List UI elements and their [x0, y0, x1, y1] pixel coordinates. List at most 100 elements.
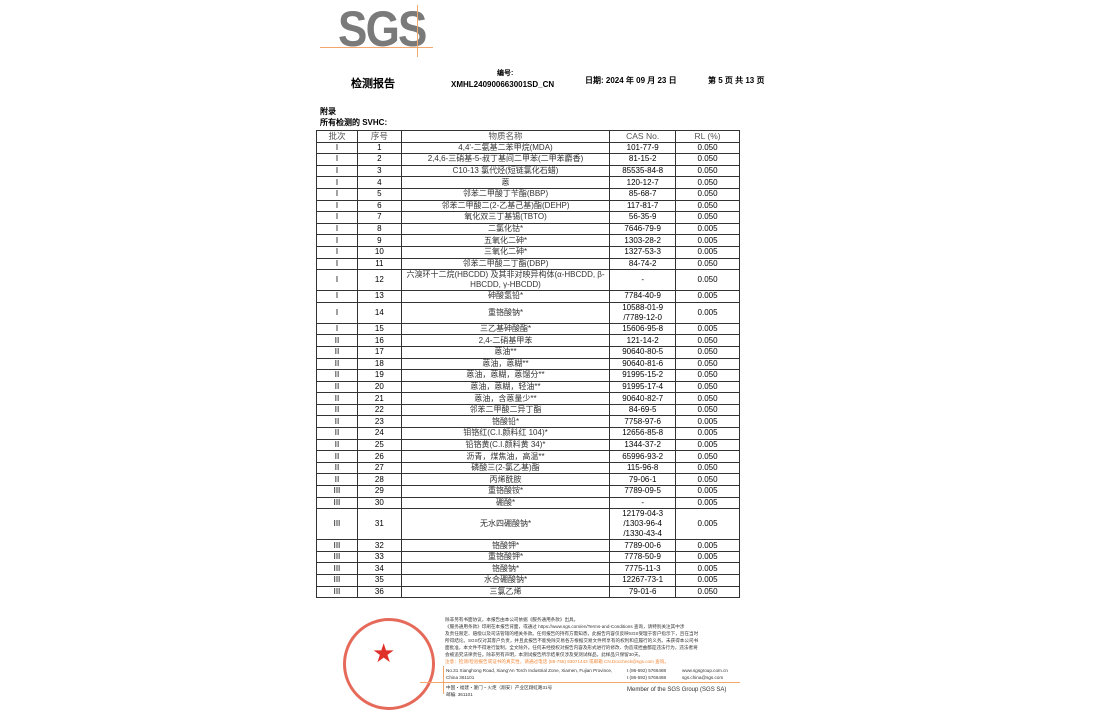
cell-rl: 0.005	[675, 322, 740, 336]
cell-cas: 1344-37-2	[609, 438, 677, 452]
cell-substance: 丙烯酰胺	[400, 473, 611, 487]
cell-substance: 铅铬黄(C.I.颜料黄 34)*	[400, 438, 611, 452]
cell-rl: 0.005	[675, 496, 740, 510]
table-row: III 35 水合硼酸钠* 12267-73-1 0.005	[316, 574, 740, 587]
cell-batch: I	[316, 211, 358, 224]
table-row: II 21 蒽油，含蒽量少** 90640-82-7 0.050	[316, 392, 740, 405]
table-row: I 2 2,4,6-三硝基-5-叔丁基间二甲苯(二甲苯麝香) 81-15-2 0.050	[316, 153, 740, 166]
cell-index: 5	[356, 187, 402, 201]
cell-rl: 0.050	[675, 403, 740, 417]
appendix-label: 附录	[320, 107, 336, 116]
table-row: III 36 三氯乙烯 79-01-6 0.050	[316, 585, 740, 599]
cell-index: 18	[356, 357, 402, 371]
cell-batch: I	[316, 290, 358, 303]
cell-index: 16	[356, 334, 402, 347]
cell-batch: I	[316, 322, 358, 336]
cell-batch: II	[316, 473, 358, 487]
cell-batch: I	[316, 234, 358, 247]
cell-cas: 7778-50-9	[609, 550, 677, 564]
cell-cas: -	[609, 269, 677, 292]
cell-substance: 铬酸钾*	[400, 539, 611, 552]
cell-batch: II	[316, 334, 358, 347]
cell-cas: 12656-85-8	[609, 427, 677, 440]
table-row: I 11 邻苯二甲酸二丁酯(DBP) 84-74-2 0.050	[316, 257, 740, 271]
footer-website[interactable]: www.sgsgroup.com.cn	[682, 668, 728, 673]
cell-rl: 0.050	[675, 211, 740, 224]
cell-cas: 81-15-2	[609, 153, 677, 166]
cell-index: 30	[356, 496, 402, 510]
cell-batch: III	[316, 562, 358, 575]
cell-substance: 重铬酸铵*	[400, 485, 611, 498]
table-row: II 16 2,4-二硝基甲苯 121-14-2 0.050	[316, 334, 740, 347]
table-row: III 30 硼酸* -0.005	[316, 496, 740, 510]
cell-cas: 84-74-2	[609, 257, 677, 271]
cell-index: 7	[356, 211, 402, 224]
cell-rl: 0.050	[675, 380, 740, 394]
cell-cas: 12267-73-1	[609, 574, 677, 587]
footer-warning: 注意：检测/检验报告或证书的真实性，请通过电话 (86-755) 8307144…	[445, 659, 669, 664]
table-row: III 32 铬酸钾* 7789-00-6 0.005	[316, 539, 740, 552]
cell-rl: 0.005	[675, 438, 740, 452]
cell-substance: 蒽油，蒽糊，蒽馏分**	[400, 369, 611, 382]
footer-email[interactable]: sgs.china@sgs.com	[682, 675, 724, 680]
cell-rl: 0.050	[675, 450, 740, 463]
footer-rule-horizontal	[420, 682, 740, 683]
cell-rl: 0.005	[675, 485, 740, 498]
cell-index: 25	[356, 438, 402, 452]
cell-index: 13	[356, 290, 402, 303]
report-date: 日期: 2024 年 09 月 23 日	[585, 76, 677, 85]
cell-cas: 7784-40-9	[609, 290, 677, 303]
cell-substance: 二氯化钴*	[400, 222, 611, 236]
logo-rule-vertical	[417, 5, 418, 57]
cell-cas: 1303-28-2	[609, 234, 677, 247]
cell-substance: 磷酸三(2-氯乙基)酯	[400, 461, 611, 475]
cell-index: 4	[356, 176, 402, 189]
cell-cas: 7775-11-3	[609, 562, 677, 575]
cell-index: 20	[356, 380, 402, 394]
col-substance: 物质名称	[400, 130, 611, 143]
cell-index: 34	[356, 562, 402, 575]
table-row: II 27 磷酸三(2-氯乙基)酯 115-96-8 0.050	[316, 461, 740, 475]
cell-batch: I	[316, 222, 358, 236]
cell-batch: I	[316, 269, 358, 292]
cell-batch: I	[316, 141, 358, 155]
cell-substance: 砷酸氢铅*	[400, 290, 611, 303]
cell-substance: 三乙基砷酸酯*	[400, 322, 611, 336]
cell-batch: II	[316, 369, 358, 382]
footer-phone-1: t (86-592) 5766488	[627, 668, 667, 673]
cell-substance: 无水四硼酸钠*	[400, 508, 611, 541]
cell-rl: 0.005	[675, 550, 740, 564]
cell-rl: 0.005	[675, 539, 740, 552]
cell-substance: 蒽油，蒽糊，轻油**	[400, 380, 611, 394]
cell-cas: 79-01-6	[609, 585, 677, 599]
table-row: II 22 邻苯二甲酸二异丁酯 84-69-5 0.050	[316, 403, 740, 417]
cell-rl: 0.050	[675, 334, 740, 347]
cell-substance: 氧化双三丁基锡(TBTO)	[400, 211, 611, 224]
cell-substance: 六溴环十二烷(HBCDD) 及其非对映异构体(α-HBCDD, β-HBCDD,…	[400, 269, 611, 292]
report-number-label: 编号:	[497, 70, 514, 77]
cell-rl: 0.050	[675, 164, 740, 178]
cell-index: 19	[356, 369, 402, 382]
cell-rl: 0.050	[675, 473, 740, 487]
cell-batch: II	[316, 357, 358, 371]
cell-index: 6	[356, 199, 402, 213]
cell-index: 32	[356, 539, 402, 552]
cell-batch: II	[316, 380, 358, 394]
cell-rl: 0.050	[675, 357, 740, 371]
cell-index: 23	[356, 415, 402, 429]
cell-batch: II	[316, 438, 358, 452]
cell-substance: 五氧化二砷*	[400, 234, 611, 247]
cell-index: 27	[356, 461, 402, 475]
cell-cas: 7758-97-6	[609, 415, 677, 429]
cell-batch: I	[316, 187, 358, 201]
cell-index: 14	[356, 301, 402, 324]
cell-batch: I	[316, 176, 358, 189]
cell-cas: 101-77-9	[609, 141, 677, 155]
footer-terms: 除非另有书面协议，本报告由本公司依据《服务通用条款》出具。 《服务通用条款》印刷在…	[445, 616, 740, 665]
footer-terms-line: 面批准，本文件不得进行复制，全文除外。任何未经授权对报告内容及形式进行的修改、伪…	[445, 645, 698, 650]
cell-batch: II	[316, 415, 358, 429]
cell-cas: 84-69-5	[609, 403, 677, 417]
cell-index: 33	[356, 550, 402, 564]
table-row: III 31 无水四硼酸钠* 12179-04-3/1303-96-4/1330-43…	[316, 508, 740, 541]
cell-cas: 90640-80-5	[609, 345, 677, 359]
